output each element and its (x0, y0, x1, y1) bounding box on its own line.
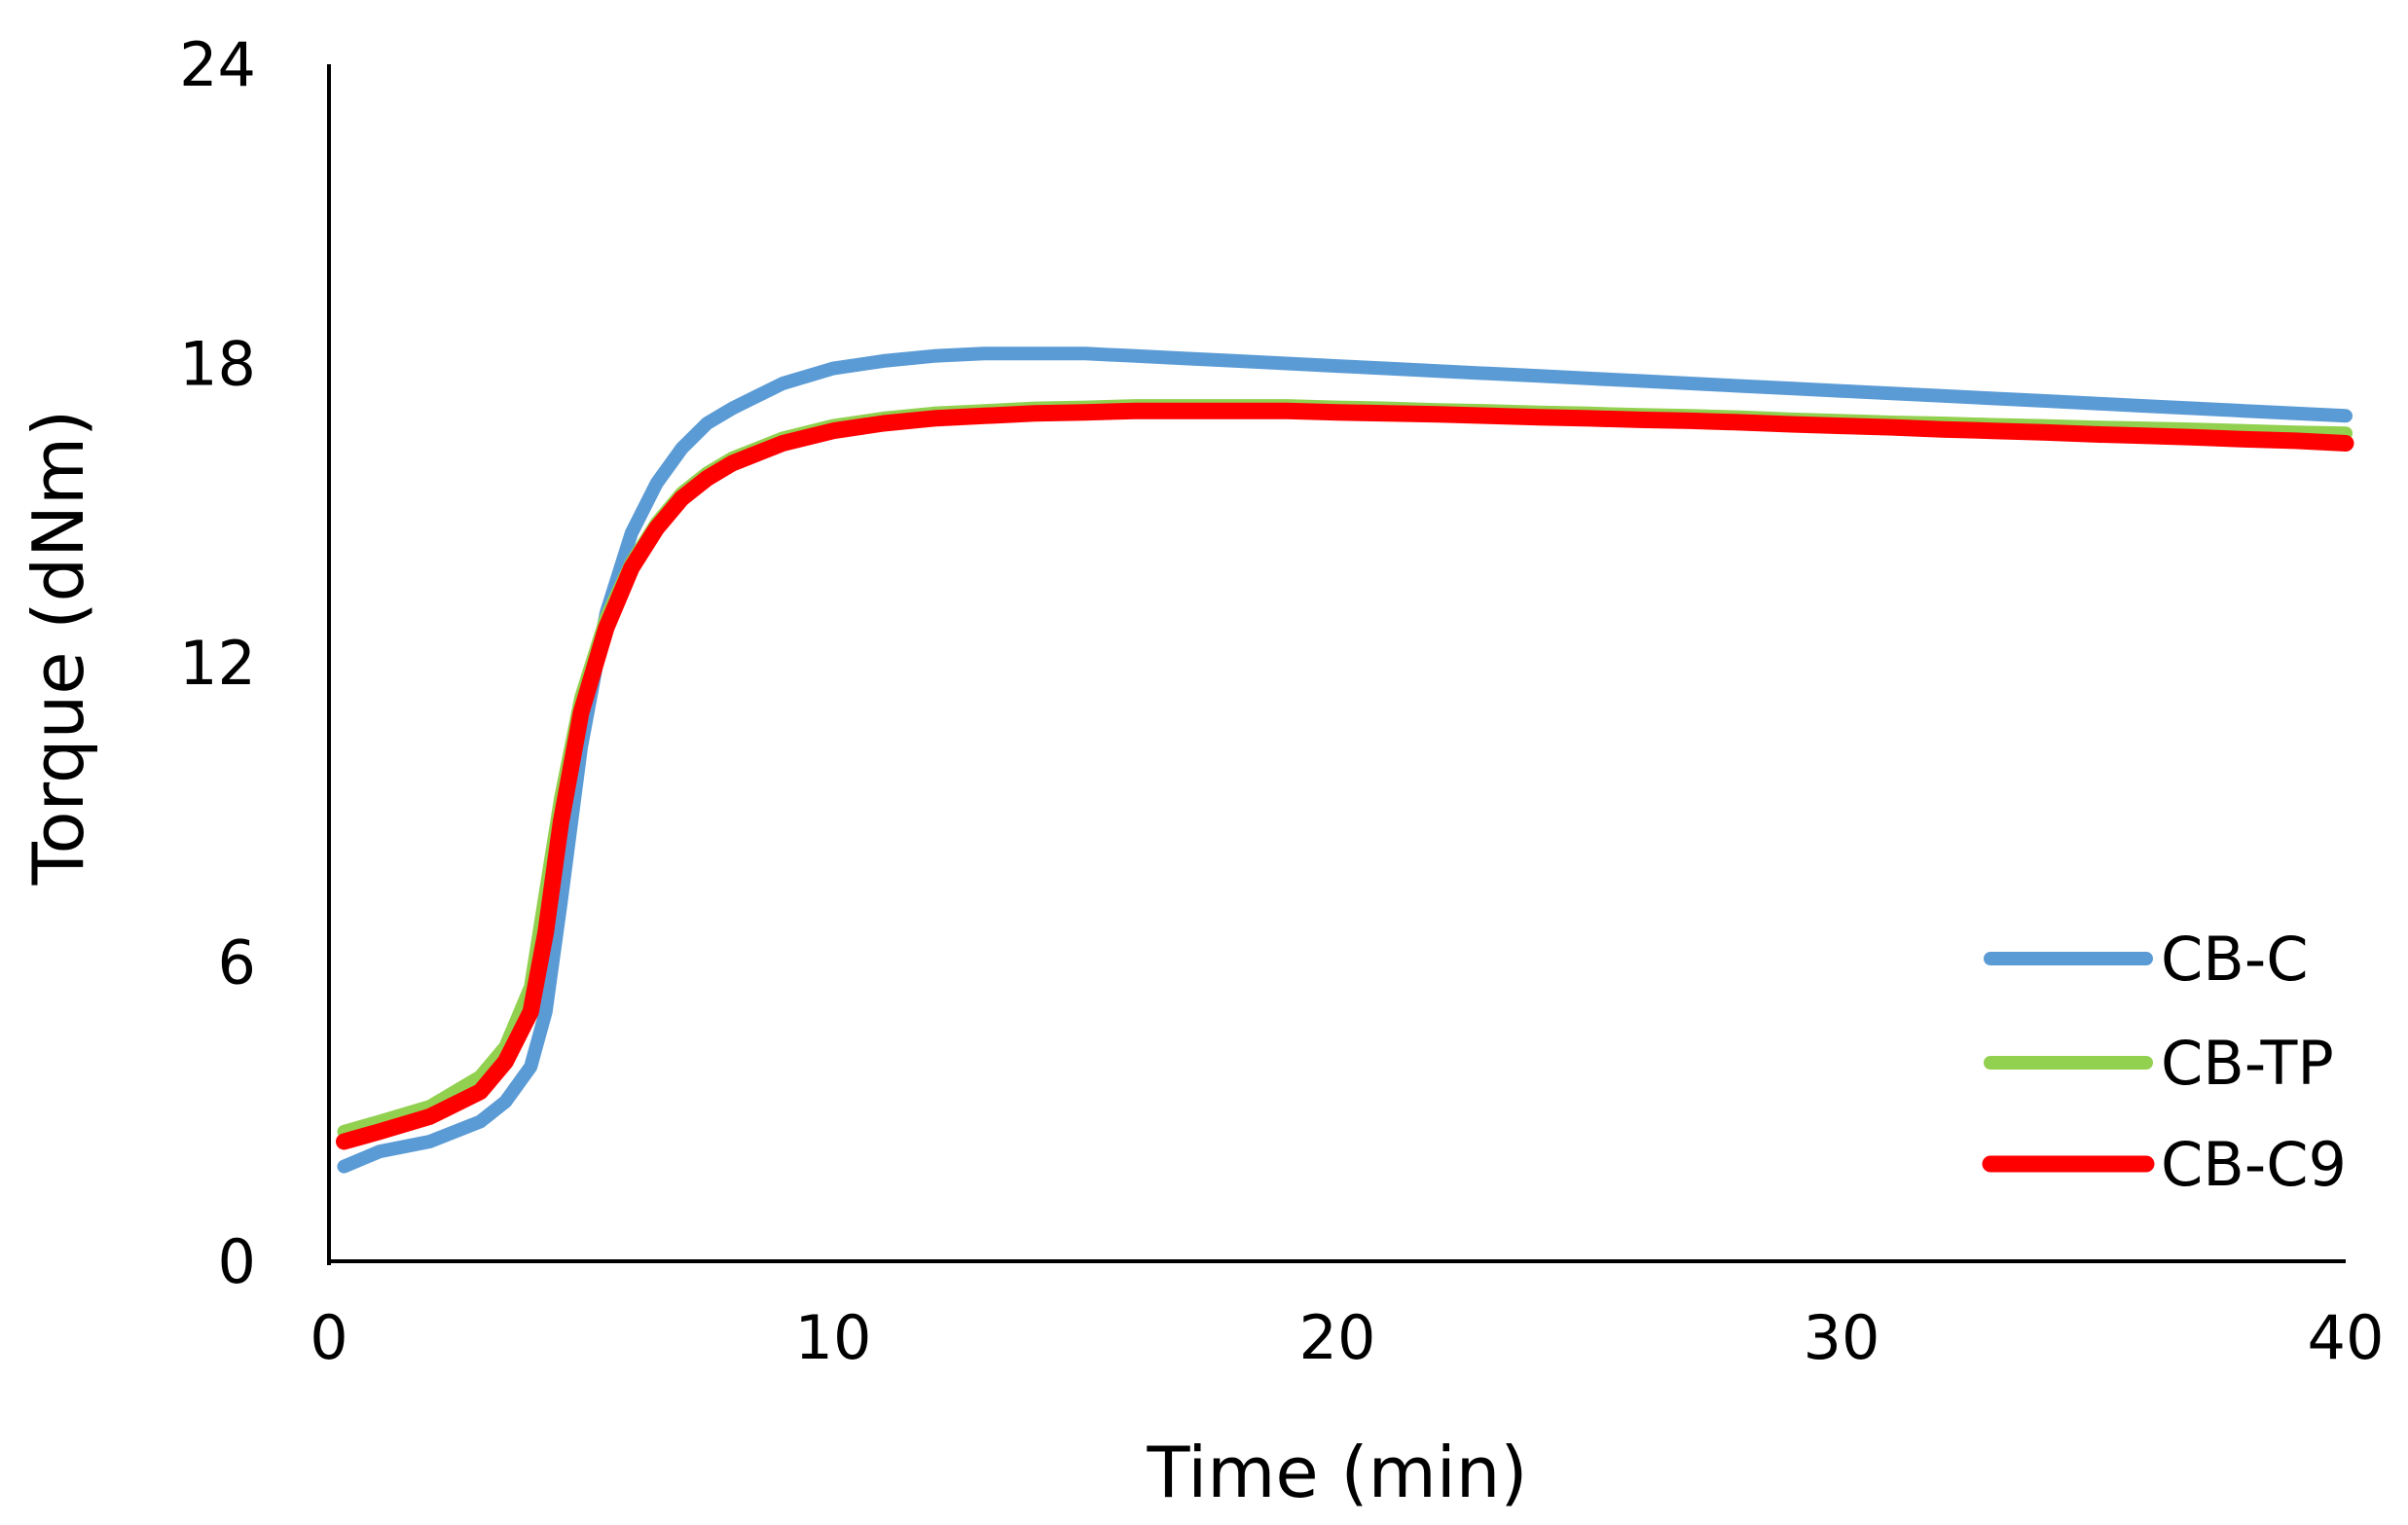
x-tick-label: 40 (2308, 1302, 2385, 1373)
series-line-cb-c9 (336, 402, 2354, 1150)
legend: CB-C CB-TP CB-C9 (1982, 924, 2347, 1200)
y-axis: 0 6 12 18 24 (179, 29, 331, 1297)
legend-label-cb-tp: CB-TP (2161, 1028, 2334, 1099)
x-tick-label: 30 (1804, 1302, 1880, 1373)
series-line-cb-c (337, 346, 2353, 1174)
y-tick-label: 18 (179, 329, 256, 400)
x-axis-title: Time (min) (1146, 1432, 1527, 1513)
x-tick-label: 0 (310, 1302, 347, 1373)
x-axis: 0 10 20 30 40 (310, 1259, 2385, 1373)
legend-label-cb-c9: CB-C9 (2161, 1129, 2347, 1200)
y-tick-label: 24 (179, 29, 256, 100)
y-tick-label: 12 (179, 628, 256, 699)
y-tick-label: 0 (218, 1226, 256, 1297)
legend-label-cb-c: CB-C (2161, 924, 2309, 995)
x-tick-label: 10 (795, 1302, 872, 1373)
y-tick-label: 6 (218, 927, 256, 999)
x-tick-label: 20 (1299, 1302, 1376, 1373)
series-layer (336, 346, 2354, 1174)
y-axis-title: Torque (dNm) (18, 410, 99, 887)
